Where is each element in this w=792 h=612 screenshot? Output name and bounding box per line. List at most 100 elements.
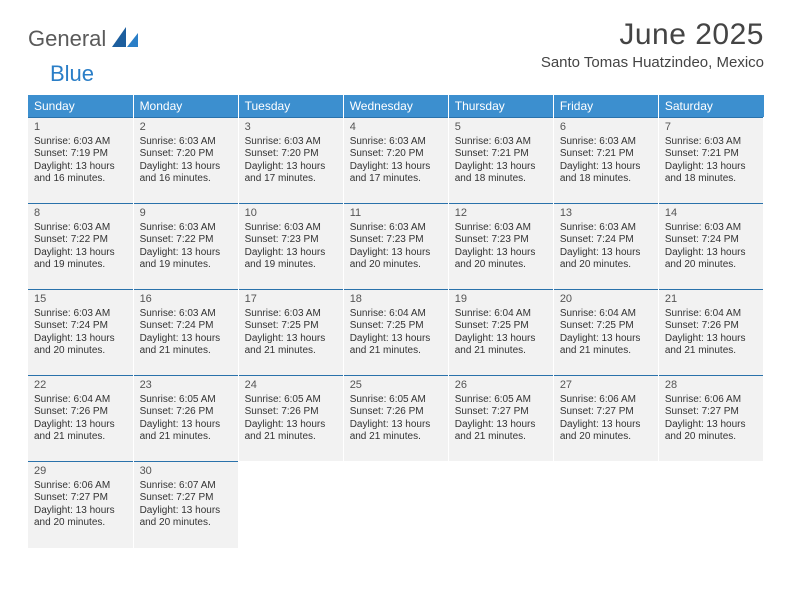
day-body: Sunrise: 6:06 AMSunset: 7:27 PMDaylight:…: [560, 394, 652, 444]
day-cell: 11Sunrise: 6:03 AMSunset: 7:23 PMDayligh…: [343, 204, 448, 290]
day-cell: 21Sunrise: 6:04 AMSunset: 7:26 PMDayligh…: [658, 290, 763, 376]
day-line: Sunset: 7:27 PM: [560, 406, 652, 419]
day-line: Sunrise: 6:03 AM: [140, 308, 232, 321]
weekday-header-row: Sunday Monday Tuesday Wednesday Thursday…: [28, 95, 764, 118]
day-line: and 17 minutes.: [245, 173, 337, 186]
day-line: Daylight: 13 hours: [350, 333, 442, 346]
day-line: Sunset: 7:27 PM: [455, 406, 547, 419]
calendar-table: Sunday Monday Tuesday Wednesday Thursday…: [28, 95, 764, 548]
day-line: and 20 minutes.: [455, 259, 547, 272]
day-line: Sunrise: 6:03 AM: [140, 136, 232, 149]
day-body: Sunrise: 6:03 AMSunset: 7:23 PMDaylight:…: [350, 222, 442, 272]
day-line: and 18 minutes.: [665, 173, 757, 186]
day-line: Daylight: 13 hours: [140, 333, 232, 346]
week-row: 22Sunrise: 6:04 AMSunset: 7:26 PMDayligh…: [28, 376, 764, 462]
day-line: and 21 minutes.: [140, 345, 232, 358]
day-line: Sunset: 7:27 PM: [665, 406, 757, 419]
day-line: Sunrise: 6:03 AM: [455, 136, 547, 149]
day-line: and 20 minutes.: [350, 259, 442, 272]
day-cell: 3Sunrise: 6:03 AMSunset: 7:20 PMDaylight…: [238, 118, 343, 204]
day-cell: 6Sunrise: 6:03 AMSunset: 7:21 PMDaylight…: [553, 118, 658, 204]
day-line: Daylight: 13 hours: [245, 419, 337, 432]
day-line: Sunrise: 6:07 AM: [140, 480, 232, 493]
day-number: 24: [245, 379, 337, 393]
logo: General: [28, 18, 140, 52]
day-line: Daylight: 13 hours: [34, 419, 127, 432]
day-line: Daylight: 13 hours: [245, 161, 337, 174]
day-cell: 27Sunrise: 6:06 AMSunset: 7:27 PMDayligh…: [553, 376, 658, 462]
month-title: June 2025: [541, 18, 764, 52]
day-line: Sunrise: 6:03 AM: [245, 308, 337, 321]
day-cell: 22Sunrise: 6:04 AMSunset: 7:26 PMDayligh…: [28, 376, 133, 462]
day-line: Sunset: 7:25 PM: [350, 320, 442, 333]
logo-sail-icon: [112, 27, 138, 52]
day-line: Daylight: 13 hours: [560, 333, 652, 346]
day-number: 11: [350, 207, 442, 221]
day-line: Daylight: 13 hours: [245, 247, 337, 260]
day-cell: 16Sunrise: 6:03 AMSunset: 7:24 PMDayligh…: [133, 290, 238, 376]
day-line: and 18 minutes.: [560, 173, 652, 186]
day-line: Daylight: 13 hours: [350, 247, 442, 260]
day-line: Sunrise: 6:04 AM: [560, 308, 652, 321]
day-cell: 28Sunrise: 6:06 AMSunset: 7:27 PMDayligh…: [658, 376, 763, 462]
day-number: 19: [455, 293, 547, 307]
day-line: Daylight: 13 hours: [560, 161, 652, 174]
day-line: Sunrise: 6:03 AM: [350, 136, 442, 149]
day-number: 18: [350, 293, 442, 307]
day-number: 5: [455, 121, 547, 135]
day-line: and 21 minutes.: [34, 431, 127, 444]
day-cell: 19Sunrise: 6:04 AMSunset: 7:25 PMDayligh…: [448, 290, 553, 376]
day-line: Sunrise: 6:03 AM: [140, 222, 232, 235]
day-number: 15: [34, 293, 127, 307]
day-cell: 2Sunrise: 6:03 AMSunset: 7:20 PMDaylight…: [133, 118, 238, 204]
day-cell: 14Sunrise: 6:03 AMSunset: 7:24 PMDayligh…: [658, 204, 763, 290]
day-line: and 21 minutes.: [140, 431, 232, 444]
title-block: June 2025 Santo Tomas Huatzindeo, Mexico: [541, 18, 764, 71]
day-cell: 25Sunrise: 6:05 AMSunset: 7:26 PMDayligh…: [343, 376, 448, 462]
day-line: Sunset: 7:20 PM: [350, 148, 442, 161]
day-body: Sunrise: 6:05 AMSunset: 7:26 PMDaylight:…: [245, 394, 337, 444]
day-body: Sunrise: 6:03 AMSunset: 7:24 PMDaylight:…: [140, 308, 232, 358]
day-line: Daylight: 13 hours: [665, 247, 757, 260]
day-cell: [238, 462, 343, 548]
day-line: Sunrise: 6:05 AM: [455, 394, 547, 407]
day-line: Sunrise: 6:03 AM: [455, 222, 547, 235]
day-line: Daylight: 13 hours: [34, 247, 127, 260]
day-line: Sunset: 7:26 PM: [665, 320, 757, 333]
day-line: and 20 minutes.: [560, 431, 652, 444]
day-body: Sunrise: 6:03 AMSunset: 7:23 PMDaylight:…: [245, 222, 337, 272]
day-cell: 1Sunrise: 6:03 AMSunset: 7:19 PMDaylight…: [28, 118, 133, 204]
week-row: 29Sunrise: 6:06 AMSunset: 7:27 PMDayligh…: [28, 462, 764, 548]
day-body: Sunrise: 6:03 AMSunset: 7:19 PMDaylight:…: [34, 136, 127, 186]
day-line: and 20 minutes.: [665, 259, 757, 272]
day-line: Sunrise: 6:03 AM: [560, 222, 652, 235]
day-cell: 7Sunrise: 6:03 AMSunset: 7:21 PMDaylight…: [658, 118, 763, 204]
day-line: Sunset: 7:24 PM: [140, 320, 232, 333]
day-line: Sunrise: 6:04 AM: [34, 394, 127, 407]
day-number: 20: [560, 293, 652, 307]
day-line: Daylight: 13 hours: [560, 247, 652, 260]
day-number: 2: [140, 121, 232, 135]
day-line: Sunrise: 6:03 AM: [350, 222, 442, 235]
day-cell: 18Sunrise: 6:04 AMSunset: 7:25 PMDayligh…: [343, 290, 448, 376]
day-number: 17: [245, 293, 337, 307]
day-line: Sunset: 7:27 PM: [140, 492, 232, 505]
day-number: 6: [560, 121, 652, 135]
weekday-header: Friday: [553, 95, 658, 118]
day-line: Sunset: 7:21 PM: [455, 148, 547, 161]
day-body: Sunrise: 6:04 AMSunset: 7:25 PMDaylight:…: [350, 308, 442, 358]
day-cell: 5Sunrise: 6:03 AMSunset: 7:21 PMDaylight…: [448, 118, 553, 204]
day-line: Daylight: 13 hours: [34, 505, 127, 518]
day-line: Daylight: 13 hours: [140, 161, 232, 174]
day-body: Sunrise: 6:03 AMSunset: 7:20 PMDaylight:…: [140, 136, 232, 186]
day-body: Sunrise: 6:04 AMSunset: 7:25 PMDaylight:…: [455, 308, 547, 358]
day-number: 16: [140, 293, 232, 307]
day-number: 30: [140, 465, 232, 479]
day-cell: 12Sunrise: 6:03 AMSunset: 7:23 PMDayligh…: [448, 204, 553, 290]
day-body: Sunrise: 6:03 AMSunset: 7:21 PMDaylight:…: [665, 136, 757, 186]
day-line: and 21 minutes.: [350, 345, 442, 358]
day-cell: 4Sunrise: 6:03 AMSunset: 7:20 PMDaylight…: [343, 118, 448, 204]
day-line: Daylight: 13 hours: [140, 247, 232, 260]
day-body: Sunrise: 6:07 AMSunset: 7:27 PMDaylight:…: [140, 480, 232, 530]
day-body: Sunrise: 6:04 AMSunset: 7:25 PMDaylight:…: [560, 308, 652, 358]
